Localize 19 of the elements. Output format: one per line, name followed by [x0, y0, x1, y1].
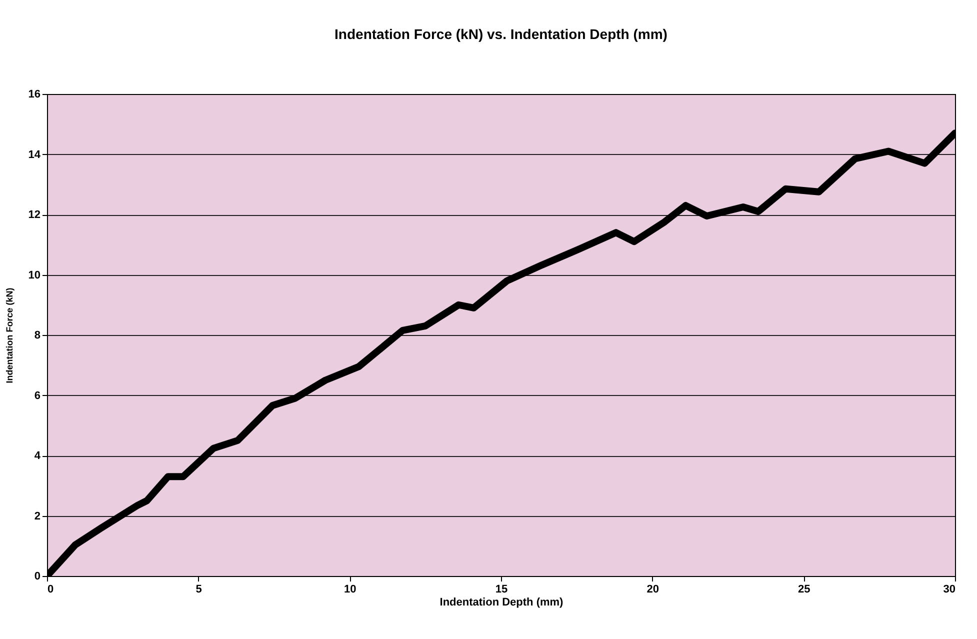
x-axis-title: Indentation Depth (mm)	[440, 596, 564, 608]
y-tick-label: 2	[34, 510, 40, 522]
x-tick-label: 30	[943, 584, 956, 596]
y-tick-label: 8	[34, 330, 40, 342]
y-tick-label: 0	[34, 570, 40, 582]
y-axis-title: Indentation Force (kN)	[4, 288, 14, 384]
x-tick-label: 5	[196, 584, 202, 596]
x-tick-label: 25	[798, 584, 810, 596]
y-tick-label: 14	[28, 148, 42, 161]
y-tick-label: 16	[28, 88, 40, 100]
y-tick-label: 10	[28, 269, 40, 282]
y-tick-label: 4	[34, 450, 42, 462]
y-tick-label: 6	[34, 390, 40, 402]
chart-title: Indentation Force (kN) vs. Indentation Depth (mm)	[334, 26, 668, 42]
x-tick-label: 10	[344, 584, 356, 596]
x-tick-label: 20	[646, 584, 659, 596]
x-tick-label: 15	[495, 584, 508, 596]
x-tick-label: 0	[48, 584, 54, 596]
y-tick-label: 12	[28, 209, 40, 221]
